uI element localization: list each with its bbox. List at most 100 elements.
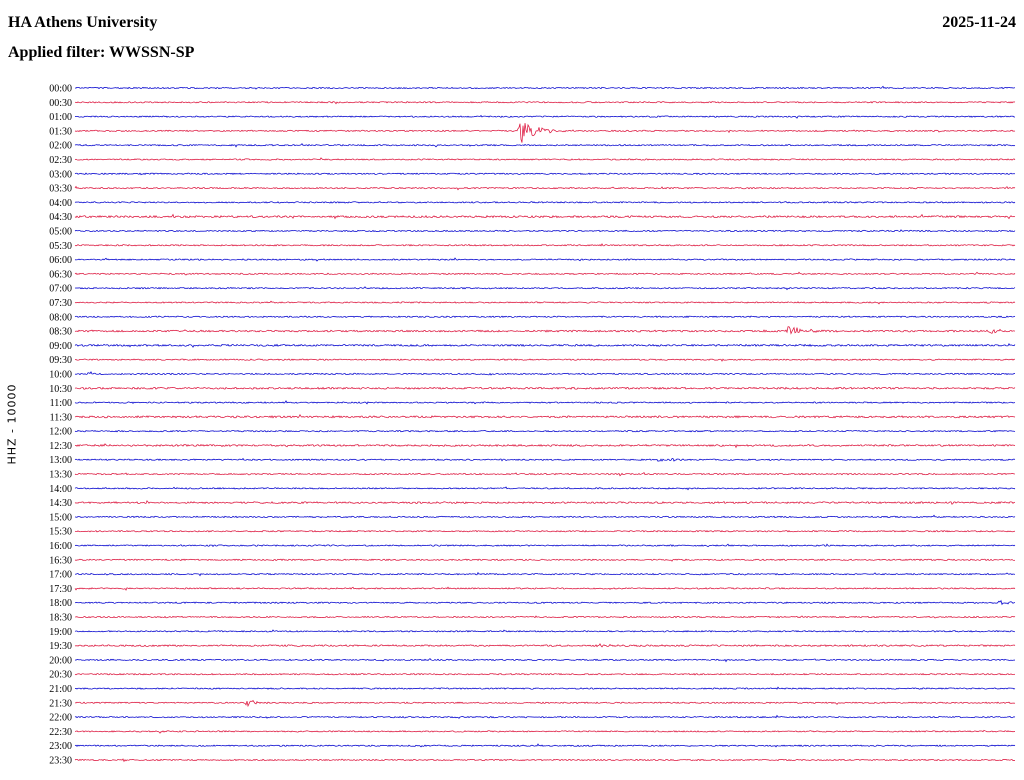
time-label: 00:00 (49, 84, 72, 95)
trace-row (74, 743, 1016, 748)
trace-row (75, 443, 1016, 449)
date-label: 2025-11-24 (942, 14, 1016, 31)
trace-row (74, 201, 1016, 204)
time-label: 21:00 (49, 684, 72, 695)
trace-row (74, 543, 1016, 548)
time-label: 06:00 (49, 255, 72, 266)
time-label: 04:00 (49, 198, 72, 209)
trace-row (74, 686, 1016, 690)
time-label: 17:00 (49, 570, 72, 581)
trace-row (74, 371, 1016, 376)
time-label: 18:00 (49, 598, 72, 609)
trace-row (74, 414, 1016, 419)
time-label: 20:30 (49, 670, 72, 681)
time-label: 02:30 (49, 155, 72, 166)
time-label: 13:00 (49, 455, 72, 466)
time-label: 07:30 (49, 298, 72, 309)
trace-row (74, 514, 1016, 519)
time-label: 22:00 (49, 713, 72, 724)
time-label: 09:00 (49, 341, 72, 352)
time-label: 09:30 (49, 355, 72, 366)
time-label: 23:30 (49, 756, 72, 767)
trace-row (74, 85, 1016, 90)
time-label: 04:30 (49, 212, 72, 223)
time-label: 19:00 (49, 627, 72, 638)
trace-row (74, 400, 1016, 405)
time-label: 11:00 (50, 398, 72, 409)
trace-row (74, 658, 1016, 663)
trace-row (74, 100, 1016, 105)
trace-row (74, 123, 1016, 143)
time-label: 16:00 (49, 541, 72, 552)
time-label: 01:00 (49, 112, 72, 123)
time-label: 11:30 (50, 412, 72, 423)
time-label: 12:00 (49, 427, 72, 438)
trace-row (74, 714, 1016, 719)
trace-row (74, 213, 1016, 220)
trace-row (74, 271, 1016, 276)
time-label: 23:00 (49, 741, 72, 752)
time-label: 07:00 (49, 284, 72, 295)
trace-row (74, 571, 1016, 577)
trace-row (74, 358, 1015, 362)
time-label: 19:30 (49, 641, 72, 652)
trace-row (74, 615, 1016, 619)
time-label: 08:00 (49, 312, 72, 323)
trace-row (74, 300, 1016, 305)
time-label: 08:30 (49, 327, 72, 338)
time-label: 10:00 (49, 370, 72, 381)
time-label: 15:00 (49, 512, 72, 523)
time-label: 17:30 (49, 584, 72, 595)
trace-row (74, 629, 1016, 633)
trace-row (74, 699, 1016, 708)
trace-row (74, 530, 1016, 533)
time-label: 21:30 (49, 698, 72, 709)
time-label: 02:00 (49, 141, 72, 152)
trace-row (74, 315, 1016, 319)
time-label: 10:30 (49, 384, 72, 395)
trace-row (74, 172, 1015, 176)
time-label: 14:00 (49, 484, 72, 495)
trace-row (74, 343, 1016, 348)
time-label: 03:00 (49, 169, 72, 180)
time-label: 14:30 (49, 498, 72, 509)
trace-row (74, 429, 1016, 433)
trace-row (74, 558, 1016, 562)
time-label: 03:30 (49, 184, 72, 195)
time-label: 20:00 (49, 655, 72, 666)
time-label: 16:30 (49, 555, 72, 566)
trace-row (74, 257, 1016, 262)
time-label: 13:30 (49, 470, 72, 481)
trace-row (74, 599, 1016, 606)
trace-row (74, 157, 1016, 161)
time-label: 12:30 (49, 441, 72, 452)
trace-row (74, 243, 1016, 247)
time-label: 01:30 (49, 126, 72, 137)
trace-row (74, 643, 1016, 648)
filter-label: Applied filter: WWSSN-SP (8, 44, 195, 61)
time-label: 06:30 (49, 269, 72, 280)
trace-row (74, 326, 1016, 335)
trace-row (74, 114, 1015, 119)
trace-row (74, 586, 1016, 591)
trace-row (74, 386, 1016, 390)
trace-row (74, 286, 1016, 291)
trace-row (74, 185, 1016, 191)
time-label: 05:30 (49, 241, 72, 252)
time-label: 00:30 (49, 98, 72, 109)
trace-row (74, 500, 1016, 505)
trace-row (74, 143, 1016, 148)
time-label: 22:30 (49, 727, 72, 738)
time-label: 15:30 (49, 527, 72, 538)
trace-row (74, 229, 1016, 233)
trace-row (74, 472, 1016, 477)
station-title: HA Athens University (8, 14, 158, 31)
trace-row (74, 673, 1016, 676)
trace-row (74, 457, 1016, 462)
trace-row (74, 758, 1016, 763)
time-label: 05:00 (49, 227, 72, 238)
time-label: 18:30 (49, 613, 72, 624)
trace-row (74, 729, 1016, 734)
